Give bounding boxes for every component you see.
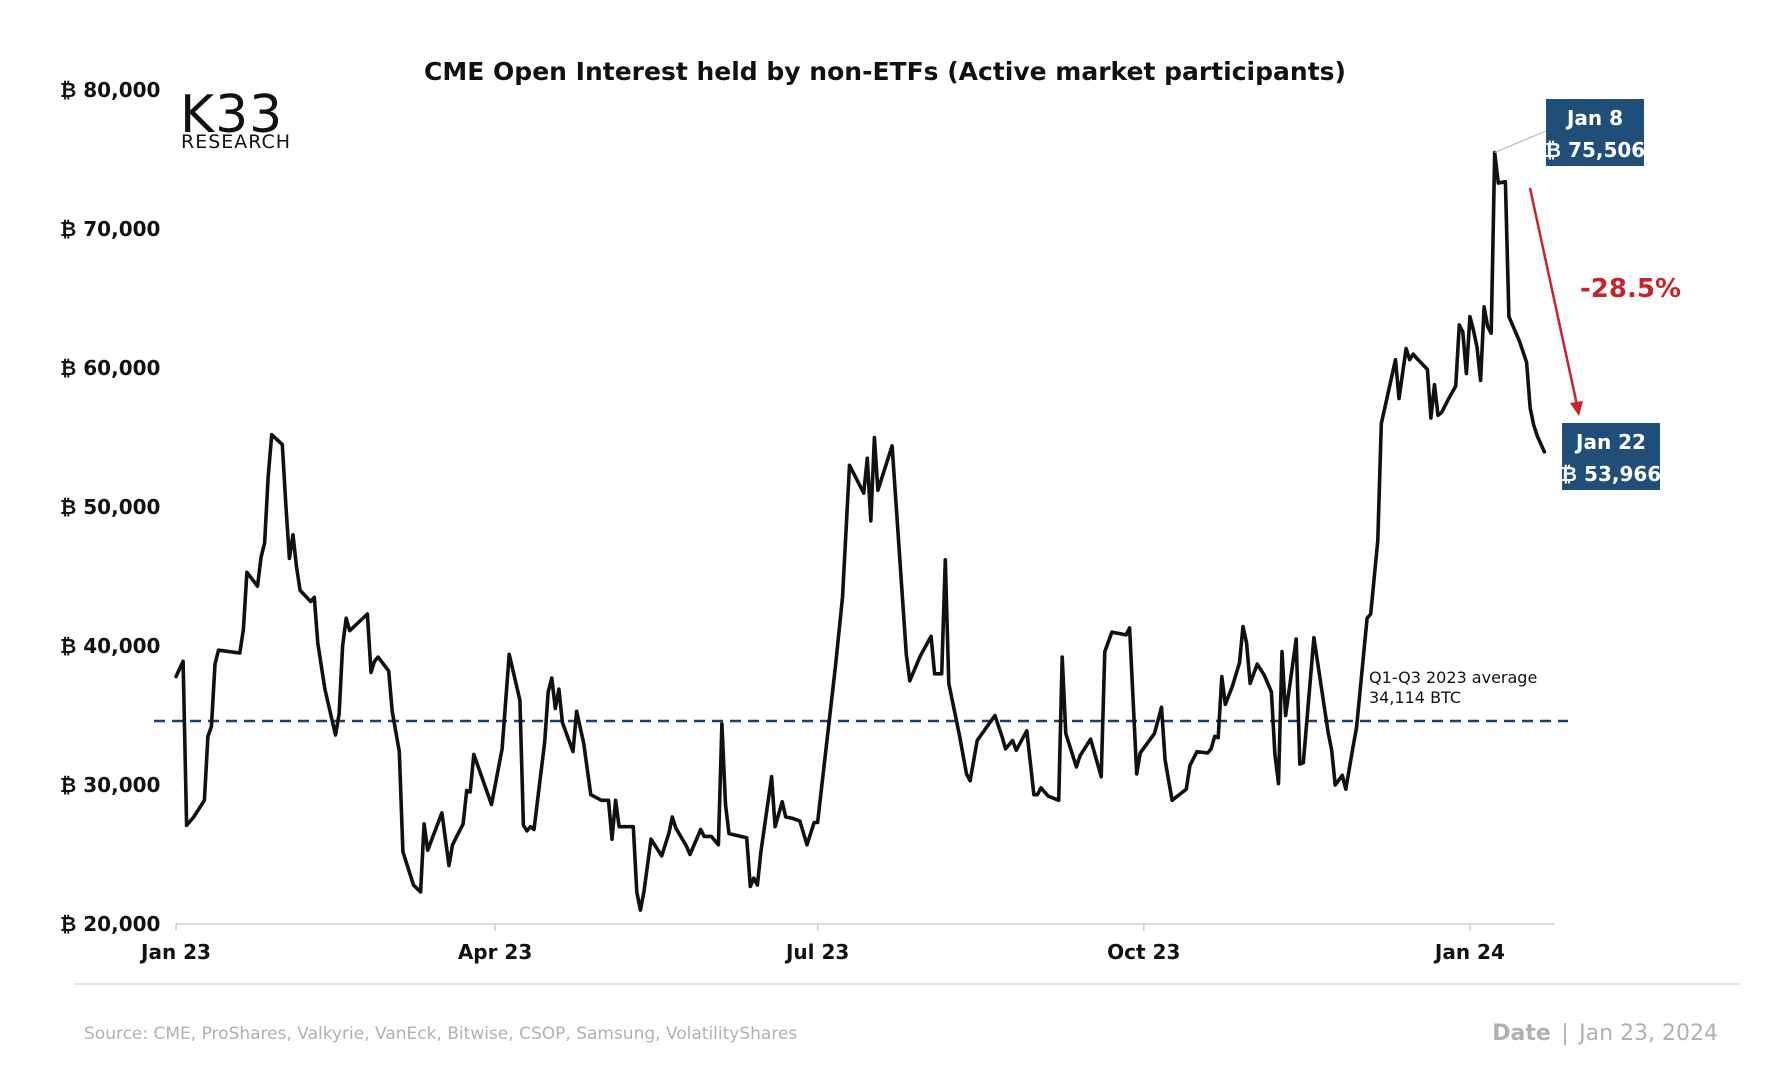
chart-title: CME Open Interest held by non-ETFs (Acti… [424,57,1346,86]
peak-callout-leader [1494,130,1547,154]
y-axis-ticks: ₿ 20,000 ₿ 30,000 ₿ 40,000 ₿ 50,000 ₿ 60,000… [60,78,160,936]
x-tick-label: Jan 24 [1433,940,1505,964]
average-label-line2: 34,114 BTC [1369,688,1461,707]
logo-sub-text: RESEARCH [181,131,291,153]
series-layer [174,150,1547,912]
peak-callout-value: ₿ 75,506 [1545,138,1645,162]
y-tick-label: ₿ 80,000 [60,78,160,102]
y-tick-label: ₿ 70,000 [60,217,160,241]
footer-date-value: Jan 23, 2024 [1577,1021,1718,1046]
y-tick-label: ₿ 40,000 [60,634,160,658]
decline-percent-label: -28.5% [1580,274,1681,304]
open-interest-line [174,150,1547,912]
peak-callout-box [1546,99,1644,166]
footer-separator: | [1561,1021,1568,1046]
logo-main-text: K33 [180,85,283,145]
footer-date-label: Date [1492,1021,1551,1046]
y-tick-label: ₿ 50,000 [60,495,160,519]
callouts-layer: Jan 8 ₿ 75,506 Jan 22 ₿ 53,966 -28.5% [1494,99,1681,490]
y-tick-label: ₿ 20,000 [60,912,160,936]
average-label-line1: Q1-Q3 2023 average [1369,668,1537,687]
y-tick-label: ₿ 30,000 [60,773,160,797]
decline-arrow-shaft [1528,187,1579,406]
x-tick-label: Jul 23 [784,940,849,964]
x-tick-label: Apr 23 [458,940,532,964]
footer-source: Source: CME, ProShares, Valkyrie, VanEck… [84,1024,797,1044]
decline-arrow-head [1570,401,1583,416]
peak-callout-date: Jan 8 [1565,106,1623,130]
y-tick-label: ₿ 60,000 [60,356,160,380]
latest-callout-value: ₿ 53,966 [1561,462,1661,486]
x-tick-label: Jan 23 [139,940,211,964]
footer-date: Date | Jan 23, 2024 [1492,1021,1718,1046]
x-tick-label: Oct 23 [1107,940,1180,964]
latest-callout-date: Jan 22 [1574,430,1646,454]
k33-logo: K33 RESEARCH [180,85,291,153]
x-axis: Jan 23 Apr 23 Jul 23 Oct 23 Jan 24 [139,923,1555,964]
latest-callout-box [1562,423,1660,490]
